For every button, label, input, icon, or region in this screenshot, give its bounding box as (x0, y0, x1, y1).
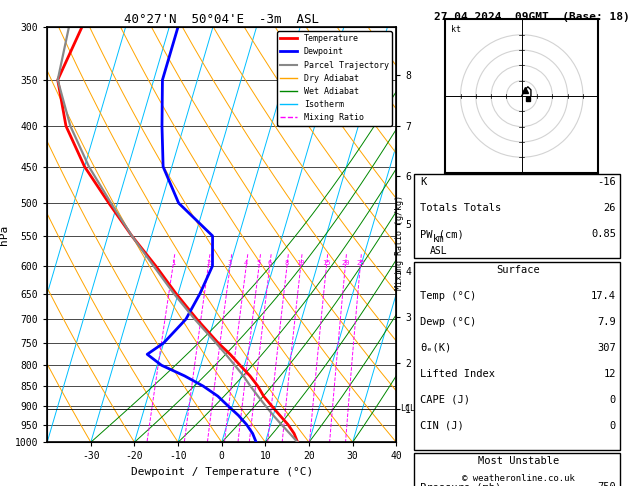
Text: 25: 25 (356, 260, 365, 266)
Text: Surface: Surface (496, 265, 540, 275)
Bar (414, 174, 620, 259)
Text: 27.04.2024  09GMT  (Base: 18): 27.04.2024 09GMT (Base: 18) (433, 12, 629, 22)
Text: Dewp (°C): Dewp (°C) (421, 317, 477, 327)
Text: θₑ(K): θₑ(K) (421, 343, 452, 353)
Text: K: K (421, 177, 426, 187)
Y-axis label: km
ASL: km ASL (430, 235, 448, 256)
Text: 12: 12 (604, 369, 616, 379)
Text: 26: 26 (604, 203, 616, 213)
Text: CAPE (J): CAPE (J) (421, 395, 470, 405)
Title: 40°27'N  50°04'E  -3m  ASL: 40°27'N 50°04'E -3m ASL (124, 13, 320, 26)
Text: Lifted Index: Lifted Index (421, 369, 496, 379)
Text: Totals Totals: Totals Totals (421, 203, 502, 213)
Text: 17.4: 17.4 (591, 291, 616, 301)
Text: 8: 8 (285, 260, 289, 266)
Text: Mixing Ratio (g/kg): Mixing Ratio (g/kg) (395, 195, 404, 291)
Text: 15: 15 (322, 260, 331, 266)
Bar (414, 453, 620, 486)
Text: 3: 3 (228, 260, 232, 266)
Text: kt: kt (452, 25, 461, 34)
Text: 1: 1 (171, 260, 175, 266)
Text: CIN (J): CIN (J) (421, 421, 464, 431)
Text: 4: 4 (244, 260, 248, 266)
Text: 0: 0 (610, 395, 616, 405)
Legend: Temperature, Dewpoint, Parcel Trajectory, Dry Adiabat, Wet Adiabat, Isotherm, Mi: Temperature, Dewpoint, Parcel Trajectory… (277, 31, 392, 125)
Y-axis label: hPa: hPa (0, 225, 9, 244)
Text: © weatheronline.co.uk: © weatheronline.co.uk (462, 474, 575, 483)
Text: 0: 0 (610, 421, 616, 431)
Text: 750: 750 (598, 482, 616, 486)
Bar (414, 261, 620, 450)
Text: PW (cm): PW (cm) (421, 229, 464, 239)
Text: 10: 10 (296, 260, 305, 266)
X-axis label: Dewpoint / Temperature (°C): Dewpoint / Temperature (°C) (131, 467, 313, 477)
Text: 6: 6 (267, 260, 272, 266)
Text: 20: 20 (341, 260, 350, 266)
Text: LCL: LCL (400, 404, 415, 414)
Text: 307: 307 (598, 343, 616, 353)
Text: -16: -16 (598, 177, 616, 187)
Text: Pressure (mb): Pressure (mb) (421, 482, 502, 486)
Text: Most Unstable: Most Unstable (477, 456, 559, 466)
Text: 7.9: 7.9 (598, 317, 616, 327)
Text: 0.85: 0.85 (591, 229, 616, 239)
Text: 2: 2 (206, 260, 211, 266)
Text: Temp (°C): Temp (°C) (421, 291, 477, 301)
Text: 5: 5 (257, 260, 261, 266)
